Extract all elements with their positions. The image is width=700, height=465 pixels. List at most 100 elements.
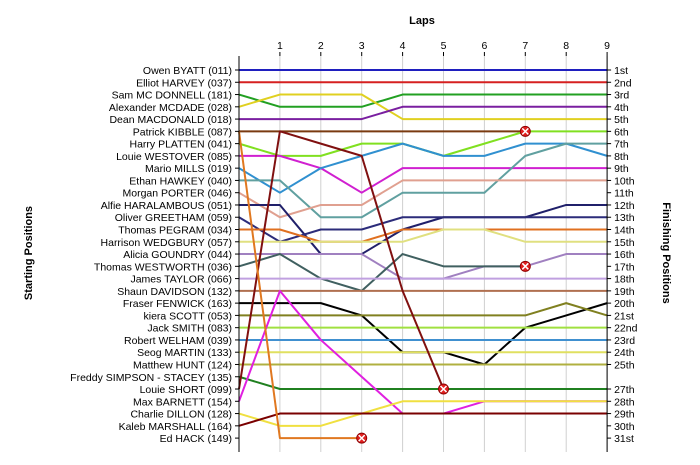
- series-line: [239, 302, 608, 366]
- y-axis-title-left: Starting Positions: [23, 206, 35, 300]
- finish-position-label: 3rd: [614, 90, 629, 102]
- series-line: [238, 93, 608, 121]
- lap-tick-labels: 1 2 3 4 5 6 7 8 9: [277, 40, 610, 52]
- crash-marker: [519, 260, 531, 272]
- series-line: [238, 179, 608, 219]
- finish-position-label: 19th: [614, 286, 635, 298]
- lap-tick-label: 4: [400, 40, 406, 52]
- start-position-label: Mario MILLS (019): [145, 163, 232, 175]
- start-position-label: Elliot HARVEY (037): [136, 77, 232, 89]
- series-line: [238, 130, 445, 390]
- y-axis-title-right: Finishing Positions: [660, 202, 672, 303]
- lap-tick-label: 1: [277, 40, 283, 52]
- finish-position-label: 22nd: [614, 323, 638, 335]
- finish-position-label: 8th: [614, 151, 629, 163]
- finish-position-label: 21st: [614, 310, 634, 322]
- start-position-label: Alexander MCDADE (028): [109, 102, 232, 114]
- start-position-label: Shaun DAVIDSON (132): [117, 286, 232, 298]
- x-axis-title: Laps: [409, 15, 435, 27]
- finish-position-label: 15th: [614, 237, 635, 249]
- finish-position-label: 16th: [614, 249, 635, 261]
- lap-tick-label: 2: [318, 40, 324, 52]
- series-line: [239, 228, 608, 243]
- finish-position-label: 10th: [614, 175, 635, 187]
- series-line: [239, 253, 608, 280]
- start-position-label: Thomas WESTWORTH (036): [94, 261, 232, 273]
- start-position-label: Kaleb MARSHALL (164): [119, 421, 232, 433]
- series-line: [238, 253, 526, 292]
- crash-marker: [519, 125, 531, 137]
- start-position-label: Louie WESTOVER (085): [116, 151, 232, 163]
- series-line: [238, 400, 608, 427]
- lap-tick-label: 8: [563, 40, 569, 52]
- start-position-label: Robert WELHAM (039): [124, 335, 232, 347]
- start-position-label: Freddy SIMPSON - STACEY (135): [70, 372, 232, 384]
- start-position-label: Oliver GREETHAM (059): [115, 212, 232, 224]
- finish-position-label: 11th: [614, 188, 634, 200]
- lap-tick-label: 3: [359, 40, 365, 52]
- start-position-label: Seog MARTIN (133): [137, 347, 232, 359]
- lap-tick-label: 7: [522, 40, 528, 52]
- finish-position-label: 28th: [614, 396, 635, 408]
- finish-position-label: 6th: [614, 126, 629, 138]
- series-lines: [238, 69, 608, 440]
- finish-position-label: 17th: [614, 261, 635, 273]
- series-line: [239, 142, 608, 219]
- finish-position-label: 27th: [614, 384, 635, 396]
- finish-position-label: 12th: [614, 200, 635, 212]
- finish-position-label: 24th: [614, 347, 635, 359]
- finishing-position-labels: 1st2nd3rd4th5th6th7th8th9th10th11th12th1…: [607, 65, 638, 445]
- start-position-label: Thomas PEGRAM (034): [118, 225, 232, 237]
- series-line: [238, 93, 608, 108]
- lap-tick-label: 6: [481, 40, 487, 52]
- start-position-label: kiera SCOTT (053): [144, 310, 233, 322]
- crash-markers: [356, 125, 531, 444]
- finish-position-label: 9th: [614, 163, 629, 175]
- start-position-label: Louie SHORT (099): [140, 384, 232, 396]
- start-position-label: Alicia GOUNDRY (044): [123, 249, 232, 261]
- start-position-label: James TAYLOR (066): [130, 274, 232, 286]
- start-position-label: Charlie DILLON (128): [130, 409, 232, 421]
- start-position-label: Patrick KIBBLE (087): [133, 126, 232, 138]
- start-position-label: Harry PLATTEN (041): [130, 139, 233, 151]
- start-position-label: Sam MC DONNELL (181): [112, 90, 232, 102]
- start-position-label: Harrison WEDGBURY (057): [101, 237, 232, 249]
- start-position-label: Matthew HUNT (124): [133, 359, 232, 371]
- series-line: [238, 375, 608, 391]
- lap-tick-label: 9: [604, 40, 610, 52]
- series-line: [238, 142, 608, 194]
- starting-position-labels: Owen BYATT (011)Elliot HARVEY (037)Sam M…: [70, 65, 239, 445]
- series-line: [239, 105, 608, 121]
- start-position-label: Ed HACK (149): [160, 433, 232, 445]
- finish-position-label: 7th: [614, 139, 629, 151]
- finish-position-label: 13th: [614, 212, 635, 224]
- finish-position-label: 20th: [614, 298, 635, 310]
- series-line: [239, 154, 608, 194]
- start-position-label: Alfie HARALAMBOUS (051): [101, 200, 232, 212]
- start-position-label: Jack SMITH (083): [147, 323, 232, 335]
- start-position-label: Fraser FENWICK (163): [123, 298, 232, 310]
- start-position-label: Morgan PORTER (046): [122, 188, 232, 200]
- finish-position-label: 14th: [614, 225, 635, 237]
- series-line: [239, 203, 608, 256]
- finish-position-label: 31st: [614, 433, 634, 445]
- finish-position-label: 25th: [614, 359, 635, 371]
- finish-position-label: 23rd: [614, 335, 635, 347]
- finish-position-label: 5th: [614, 114, 629, 126]
- series-line: [238, 412, 608, 427]
- finish-position-label: 30th: [614, 421, 635, 433]
- start-position-label: Ethan HAWKEY (040): [129, 175, 232, 187]
- finish-position-label: 29th: [614, 409, 635, 421]
- start-position-label: Max BARNETT (154): [133, 396, 232, 408]
- crash-marker: [438, 383, 449, 395]
- start-position-label: Owen BYATT (011): [143, 65, 232, 77]
- finish-position-label: 18th: [614, 274, 635, 286]
- series-line: [239, 228, 608, 243]
- finish-position-label: 4th: [614, 102, 629, 114]
- finish-position-label: 1st: [614, 65, 628, 77]
- series-line: [238, 131, 362, 440]
- lap-tick-label: 5: [441, 40, 447, 52]
- start-position-label: Dean MACDONALD (018): [109, 114, 232, 126]
- finish-position-label: 2nd: [614, 77, 632, 89]
